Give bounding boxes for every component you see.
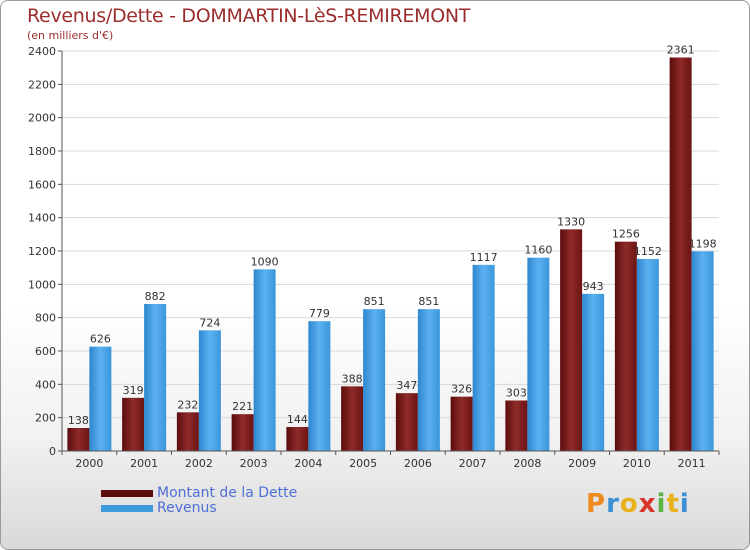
data-label-dette: 1256 — [612, 228, 640, 241]
data-label-dette: 221 — [232, 400, 253, 413]
data-label-dette: 138 — [68, 414, 89, 427]
legend-swatch-revenus — [101, 505, 153, 512]
bar-revenus — [582, 293, 605, 451]
x-tick-label: 2005 — [349, 457, 377, 470]
data-label-revenus: 779 — [309, 307, 330, 320]
y-tick-label: 600 — [35, 345, 56, 358]
x-tick-label: 2011 — [678, 457, 706, 470]
logo-letter: o — [619, 489, 639, 519]
x-tick-label: 2009 — [568, 457, 596, 470]
y-tick-label: 1600 — [28, 178, 56, 191]
chart-title: Revenus/Dette - DOMMARTIN-LèS-REMIREMONT — [27, 5, 471, 27]
bar-revenus — [636, 259, 659, 451]
y-tick-label: 2400 — [28, 45, 56, 58]
data-label-revenus: 851 — [364, 295, 385, 308]
bar-dette — [669, 57, 692, 451]
bar-revenus — [691, 251, 714, 451]
x-tick-label: 2002 — [185, 457, 213, 470]
data-label-revenus: 1160 — [524, 244, 552, 257]
legend-swatch-dette — [101, 490, 153, 497]
y-tick-label: 1800 — [28, 145, 56, 158]
x-tick-label: 2000 — [75, 457, 103, 470]
logo-letter: x — [638, 489, 657, 519]
y-tick-label: 200 — [35, 412, 56, 425]
bar-revenus — [253, 269, 276, 451]
proxiti-logo: Proxiti — [586, 489, 690, 519]
data-label-revenus: 882 — [145, 290, 166, 303]
logo-letter: i — [679, 489, 690, 519]
legend-item-dette: Montant de la Dette — [101, 486, 297, 501]
data-label-dette: 144 — [287, 413, 308, 426]
bar-revenus — [527, 257, 550, 451]
y-tick-label: 400 — [35, 378, 56, 391]
logo-letter: t — [666, 489, 680, 519]
bar-dette — [505, 400, 528, 451]
data-label-dette: 303 — [506, 387, 527, 400]
bar-dette — [614, 241, 637, 451]
bar-dette — [395, 393, 418, 451]
bar-dette — [560, 229, 583, 451]
x-tick-label: 2003 — [240, 457, 268, 470]
data-label-revenus: 1198 — [689, 237, 717, 250]
data-label-dette: 1330 — [557, 215, 585, 228]
bar-dette — [341, 386, 364, 451]
x-tick-label: 2008 — [513, 457, 541, 470]
bar-revenus — [363, 309, 386, 451]
x-tick-label: 2010 — [623, 457, 651, 470]
bar-dette — [176, 412, 199, 451]
legend-label-revenus: Revenus — [157, 500, 217, 516]
y-tick-label: 1000 — [28, 278, 56, 291]
bar-revenus — [417, 309, 440, 451]
data-label-dette: 2361 — [667, 44, 695, 57]
bar-dette — [231, 414, 254, 451]
data-label-dette: 326 — [451, 383, 472, 396]
data-label-dette: 347 — [396, 379, 417, 392]
data-label-dette: 232 — [177, 398, 198, 411]
data-label-revenus: 1090 — [251, 255, 279, 268]
data-label-revenus: 943 — [583, 280, 604, 293]
bar-dette — [450, 396, 473, 451]
bar-dette — [122, 397, 145, 451]
chart-legend: Montant de la Dette Revenus — [101, 486, 297, 516]
data-label-dette: 319 — [123, 384, 144, 397]
legend-item-revenus: Revenus — [101, 501, 297, 516]
bar-revenus — [308, 321, 331, 451]
data-label-revenus: 851 — [418, 295, 439, 308]
y-tick-label: 2000 — [28, 112, 56, 125]
x-tick-label: 2007 — [459, 457, 487, 470]
chart-subtitle: (en milliers d'€) — [27, 29, 114, 42]
y-tick-label: 1200 — [28, 245, 56, 258]
logo-letter: P — [586, 489, 607, 519]
y-tick-label: 1400 — [28, 212, 56, 225]
bar-dette — [286, 427, 309, 451]
data-label-revenus: 626 — [90, 333, 111, 346]
y-tick-label: 2200 — [28, 78, 56, 91]
bar-revenus — [198, 330, 221, 451]
x-tick-label: 2004 — [294, 457, 322, 470]
data-label-revenus: 724 — [199, 316, 220, 329]
data-label-dette: 388 — [342, 372, 363, 385]
y-tick-label: 0 — [49, 445, 56, 458]
bar-dette — [67, 428, 90, 451]
logo-letter: i — [656, 489, 667, 519]
legend-label-dette: Montant de la Dette — [157, 485, 298, 501]
x-tick-label: 2001 — [130, 457, 158, 470]
data-label-revenus: 1152 — [634, 245, 662, 258]
y-tick-label: 800 — [35, 312, 56, 325]
data-label-revenus: 1117 — [470, 251, 498, 264]
x-tick-label: 2006 — [404, 457, 432, 470]
bar-revenus — [472, 264, 495, 451]
bar-revenus — [144, 304, 167, 451]
logo-letter: r — [606, 489, 620, 519]
bar-revenus — [89, 346, 112, 451]
